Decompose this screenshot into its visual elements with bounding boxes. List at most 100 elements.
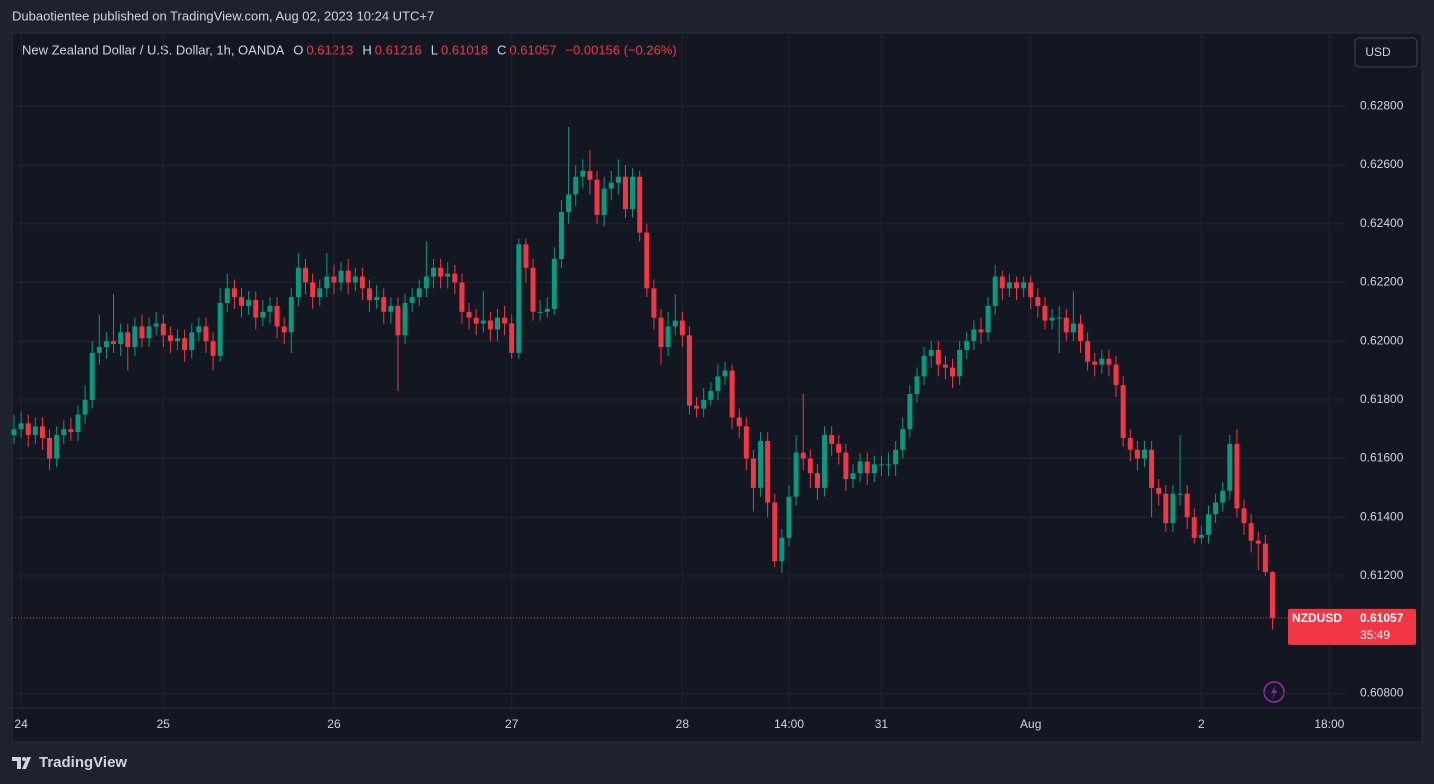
currency: USD	[1365, 45, 1391, 59]
alert-icon[interactable]	[1263, 681, 1285, 703]
candle-body	[800, 452, 806, 459]
logo-dot	[22, 757, 26, 761]
x-tick-label: 18:00	[1314, 717, 1344, 731]
candle-body	[452, 273, 458, 283]
candle-body	[701, 399, 707, 409]
candle-body	[210, 341, 216, 356]
candle-body	[1262, 543, 1268, 573]
candle-body	[736, 417, 742, 427]
candle-body	[622, 176, 628, 210]
candle-body	[75, 414, 81, 433]
candle-body	[253, 300, 259, 318]
candle-body	[985, 305, 991, 333]
candle-body	[1028, 282, 1034, 298]
candle-body	[1006, 282, 1012, 289]
candle-body	[182, 338, 188, 350]
candle-body	[1035, 297, 1041, 306]
candle-body	[608, 182, 614, 189]
candle-body	[942, 364, 948, 368]
candle-body	[708, 391, 714, 400]
candle-body	[331, 276, 337, 283]
logo-icon	[12, 757, 31, 769]
candle-body	[480, 320, 486, 324]
candle-body	[175, 338, 181, 342]
candle-body	[651, 288, 657, 318]
candle-body	[900, 429, 906, 450]
currency-button[interactable]	[1354, 37, 1418, 68]
y-tick-label: 0.62200	[1360, 275, 1404, 289]
candle-body	[1141, 449, 1147, 459]
candle-body	[573, 176, 579, 195]
candle-body	[587, 170, 593, 180]
candle-body	[1234, 443, 1240, 509]
candle-body	[139, 326, 145, 339]
candle-body	[516, 244, 522, 353]
candle-body	[61, 429, 67, 436]
candle-body	[694, 405, 700, 409]
candle-body	[189, 332, 195, 350]
candle-body	[132, 326, 138, 348]
candle-body	[1241, 508, 1247, 524]
candle-body	[1127, 438, 1133, 450]
candle-body	[217, 303, 223, 356]
candle-body	[82, 399, 88, 415]
candle-body	[303, 267, 309, 283]
candles	[11, 126, 1275, 630]
candle-body	[878, 464, 884, 466]
candle-body	[843, 452, 849, 480]
candle-body	[750, 458, 756, 488]
x-tick-label: 2	[1198, 717, 1205, 731]
x-tick-label: 14:00	[774, 717, 804, 731]
price-tag	[1288, 608, 1416, 645]
candle-body	[423, 276, 429, 289]
y-tick-label: 0.61200	[1360, 568, 1404, 582]
candle-body	[1191, 517, 1197, 538]
candle-body	[537, 311, 543, 313]
candle-body	[494, 317, 500, 330]
ohlc-label: C	[497, 42, 506, 57]
candle-body	[381, 297, 387, 312]
candle-body	[829, 435, 835, 444]
candle-body	[1198, 534, 1204, 538]
ohlc-value: 0.61057	[509, 42, 556, 57]
candle-body	[288, 297, 294, 333]
candle-body	[509, 323, 515, 353]
x-tick-label: 31	[875, 717, 889, 731]
candle-body	[338, 270, 344, 283]
candle-body	[1092, 361, 1098, 365]
alert-bolt	[1271, 685, 1277, 699]
candle-body	[96, 347, 102, 353]
candle-body	[438, 267, 444, 277]
candle-body	[54, 435, 60, 459]
y-tick-label: 0.60800	[1360, 685, 1404, 699]
x-tick-label: 24	[14, 717, 28, 731]
publisher: Dubaotientee published on TradingView.co…	[12, 8, 434, 23]
y-tick-label: 0.62600	[1360, 157, 1404, 171]
candle-body	[743, 426, 749, 459]
y-tick-label: 0.62400	[1360, 216, 1404, 230]
candle-body	[367, 288, 372, 301]
candle-body	[103, 341, 109, 348]
candle-body	[430, 267, 436, 277]
candle-body	[630, 176, 636, 210]
candle-body	[1021, 282, 1027, 289]
last-price-label: 0.61057	[1360, 611, 1404, 625]
candle-body	[772, 502, 778, 562]
x-tick-label: 26	[327, 717, 341, 731]
candle-body	[281, 326, 287, 333]
candle-body	[857, 461, 863, 474]
candle-body	[580, 170, 586, 177]
candle-body	[850, 473, 856, 480]
candle-body	[1113, 364, 1119, 386]
y-tick-label: 0.61800	[1360, 392, 1404, 406]
candle-body	[1049, 317, 1055, 321]
ohlc-value: 0.61213	[306, 42, 353, 57]
candle-body	[1014, 282, 1020, 289]
candle-body	[68, 429, 74, 433]
candle-body	[473, 317, 479, 324]
candle-body	[964, 341, 970, 350]
x-tick-label: 27	[505, 717, 519, 731]
candle-body	[502, 317, 508, 324]
candle-body	[1205, 514, 1211, 535]
